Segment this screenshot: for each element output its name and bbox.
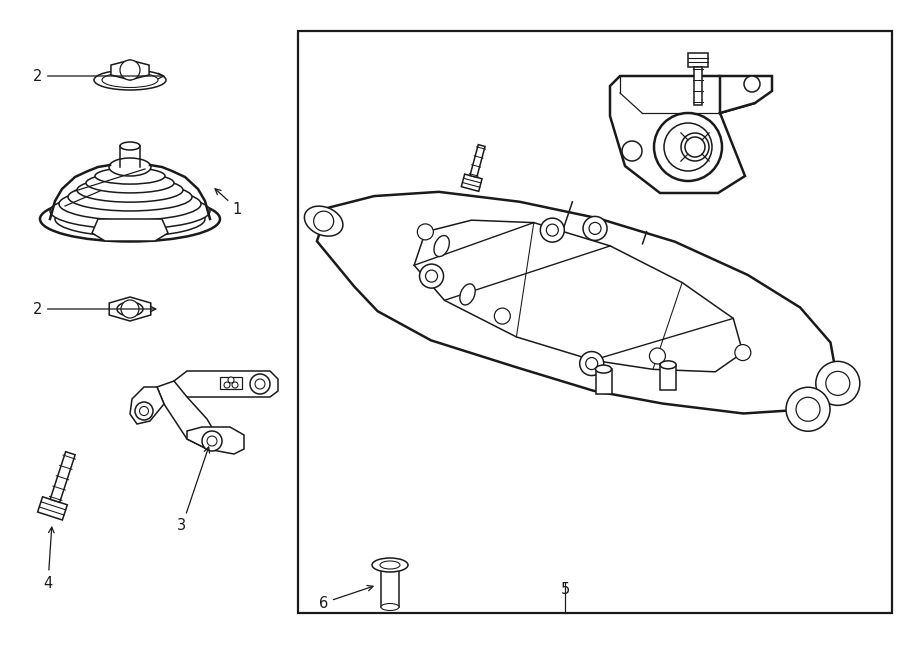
Text: 4: 4 — [43, 527, 54, 590]
Circle shape — [426, 270, 437, 282]
Circle shape — [796, 397, 820, 421]
Polygon shape — [157, 381, 220, 449]
Circle shape — [314, 211, 334, 231]
Circle shape — [140, 407, 148, 416]
Ellipse shape — [120, 142, 140, 150]
Ellipse shape — [654, 113, 722, 181]
Circle shape — [202, 431, 222, 451]
Ellipse shape — [109, 158, 151, 176]
Circle shape — [224, 382, 230, 388]
Circle shape — [622, 141, 642, 161]
Circle shape — [419, 264, 444, 288]
Circle shape — [228, 377, 234, 383]
Circle shape — [135, 402, 153, 420]
Ellipse shape — [304, 206, 343, 236]
Circle shape — [120, 60, 140, 80]
Polygon shape — [109, 297, 151, 321]
Polygon shape — [720, 76, 772, 113]
Circle shape — [255, 379, 265, 389]
Polygon shape — [38, 497, 68, 520]
Ellipse shape — [102, 73, 158, 87]
Circle shape — [583, 216, 607, 241]
Circle shape — [232, 382, 238, 388]
Polygon shape — [694, 67, 702, 105]
Text: 5: 5 — [561, 582, 570, 596]
Circle shape — [744, 76, 760, 92]
Circle shape — [250, 374, 270, 394]
Text: 3: 3 — [177, 447, 210, 533]
Circle shape — [494, 308, 510, 324]
Circle shape — [540, 218, 564, 242]
Polygon shape — [220, 377, 242, 389]
Polygon shape — [462, 174, 482, 191]
Circle shape — [685, 137, 705, 157]
Ellipse shape — [55, 202, 205, 237]
Circle shape — [207, 436, 217, 446]
Polygon shape — [414, 220, 742, 371]
Ellipse shape — [40, 196, 220, 241]
Ellipse shape — [86, 173, 174, 193]
Circle shape — [734, 344, 751, 361]
Polygon shape — [174, 371, 278, 397]
Circle shape — [786, 387, 830, 431]
Ellipse shape — [94, 70, 166, 90]
Polygon shape — [187, 427, 244, 454]
Polygon shape — [660, 365, 676, 390]
Polygon shape — [317, 192, 838, 414]
Circle shape — [580, 352, 604, 375]
Bar — [298, 31, 892, 613]
Ellipse shape — [372, 558, 408, 572]
Polygon shape — [111, 60, 149, 80]
Ellipse shape — [50, 193, 210, 229]
Ellipse shape — [59, 188, 201, 220]
Ellipse shape — [660, 361, 676, 369]
Ellipse shape — [681, 133, 709, 161]
Polygon shape — [610, 76, 755, 193]
Polygon shape — [130, 387, 164, 424]
Polygon shape — [470, 145, 485, 177]
Polygon shape — [92, 219, 168, 241]
Ellipse shape — [77, 178, 183, 202]
Ellipse shape — [95, 168, 165, 184]
Ellipse shape — [664, 123, 712, 171]
Polygon shape — [688, 53, 708, 67]
Text: 6: 6 — [319, 586, 373, 611]
Ellipse shape — [460, 284, 475, 305]
Polygon shape — [50, 451, 76, 502]
Ellipse shape — [380, 561, 400, 569]
Text: 2: 2 — [32, 301, 156, 317]
Polygon shape — [596, 369, 611, 394]
Circle shape — [650, 348, 665, 364]
Ellipse shape — [596, 365, 611, 373]
Circle shape — [815, 362, 859, 405]
Circle shape — [546, 224, 558, 236]
Ellipse shape — [434, 235, 449, 256]
Circle shape — [121, 300, 139, 318]
Circle shape — [418, 224, 434, 240]
Ellipse shape — [117, 302, 143, 316]
Circle shape — [586, 358, 598, 369]
Text: 1: 1 — [215, 189, 242, 217]
Polygon shape — [381, 567, 399, 607]
Circle shape — [589, 222, 601, 235]
Ellipse shape — [68, 183, 192, 211]
Text: 2: 2 — [32, 69, 164, 83]
Ellipse shape — [381, 603, 399, 611]
Circle shape — [826, 371, 850, 395]
